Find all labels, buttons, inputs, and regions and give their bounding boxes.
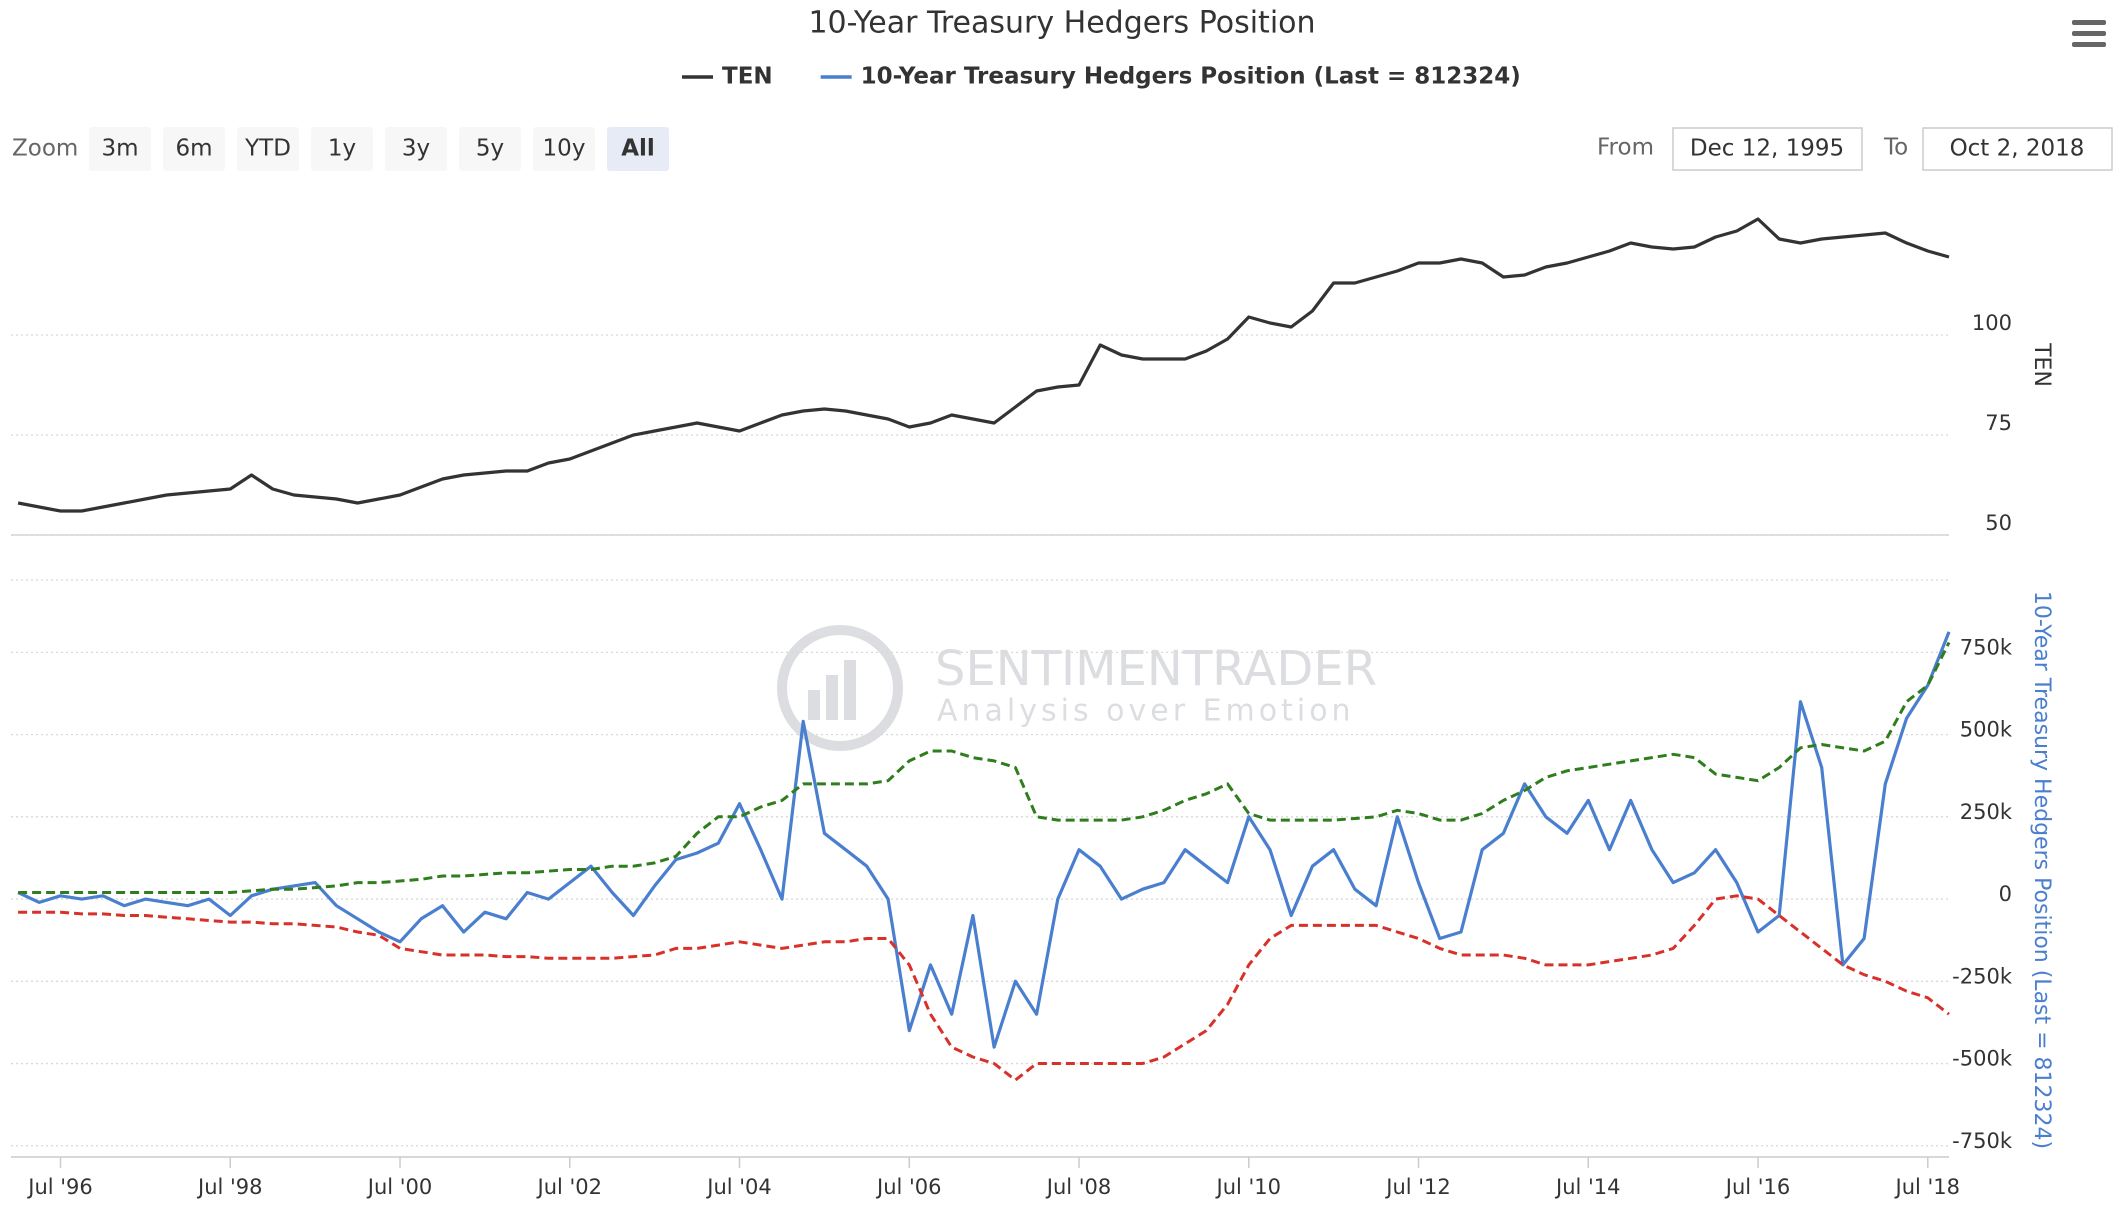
x-tick-label: Jul '08 — [1045, 1175, 1112, 1199]
legend-label: TEN — [722, 64, 773, 90]
menu-icon[interactable] — [2072, 42, 2106, 47]
zoom-button[interactable] — [385, 127, 447, 171]
x-tick-label: Jul '04 — [705, 1175, 772, 1199]
series-line — [18, 641, 1951, 894]
zoom-button[interactable] — [311, 127, 373, 171]
from-input[interactable] — [1672, 127, 1863, 171]
x-tick-label: Jul '02 — [536, 1175, 603, 1199]
x-tick-label: Jul '16 — [1724, 1175, 1791, 1199]
zoom-button-label[interactable]: 3m — [101, 136, 138, 162]
x-tick-label: Jul '12 — [1384, 1175, 1451, 1199]
x-tick-label: Jul '00 — [366, 1175, 433, 1199]
watermark-logo — [777, 625, 903, 751]
zoom-label: Zoom — [12, 136, 78, 162]
legend-label: 10-Year Treasury Hedgers Position (Last … — [861, 64, 1521, 90]
series-line — [17, 631, 1951, 1049]
x-tick-label: Jul '06 — [875, 1175, 942, 1199]
to-label: To — [1883, 135, 1908, 161]
y-tick-label: 500k — [1960, 718, 2013, 742]
x-tick-label: Jul '18 — [1894, 1175, 1961, 1199]
y-tick-label: -250k — [1952, 964, 2013, 988]
chart-title: 10-Year Treasury Hedgers Position — [808, 6, 1315, 41]
y2-axis-title: 10-Year Treasury Hedgers Position (Last … — [2029, 591, 2054, 1149]
watermark-logo — [844, 660, 856, 720]
zoom-button-label[interactable]: All — [621, 136, 655, 162]
zoom-button[interactable] — [533, 127, 595, 171]
y-axis-title: TEN — [2029, 342, 2054, 387]
from-label: From — [1597, 135, 1654, 161]
x-tick-label: Jul '98 — [196, 1175, 263, 1199]
y-tick-label: 0 — [1999, 882, 2012, 906]
to-value[interactable]: Oct 2, 2018 — [1950, 136, 2085, 162]
watermark-logo — [826, 675, 838, 720]
y-tick-label: -750k — [1952, 1129, 2013, 1153]
series-line — [18, 894, 1950, 1082]
watermark-logo — [808, 690, 820, 720]
y-tick-label: 750k — [1960, 635, 2013, 659]
zoom-button-label[interactable]: YTD — [244, 136, 291, 162]
from-value[interactable]: Dec 12, 1995 — [1690, 136, 1844, 162]
zoom-button[interactable] — [163, 127, 225, 171]
watermark: SENTIMENTRADER Analysis over Emotion — [777, 625, 1377, 751]
zoom-button[interactable] — [89, 127, 151, 171]
y-tick-label: 100 — [1972, 311, 2012, 335]
zoom-button-label[interactable]: 5y — [476, 136, 504, 162]
menu-icon[interactable] — [2072, 31, 2106, 36]
zoom-button-label[interactable]: 10y — [543, 136, 586, 162]
zoom-button[interactable] — [459, 127, 521, 171]
watermark-text: SENTIMENTRADER — [935, 641, 1377, 697]
y-tick-label: 50 — [1985, 511, 2012, 535]
series-line — [17, 217, 1950, 513]
zoom-button-label[interactable]: 3y — [402, 136, 430, 162]
menu-icon[interactable] — [2072, 20, 2106, 25]
to-input[interactable] — [1922, 127, 2113, 171]
zoom-button[interactable] — [237, 127, 299, 171]
zoom-button-label[interactable]: 6m — [175, 136, 212, 162]
watermark-tagline: Analysis over Emotion — [937, 694, 1355, 729]
x-tick-label: Jul '10 — [1215, 1175, 1282, 1199]
y-tick-label: 250k — [1960, 800, 2013, 824]
x-tick-label: Jul '14 — [1554, 1175, 1621, 1199]
y-tick-label: 75 — [1985, 411, 2012, 435]
zoom-button-label[interactable]: 1y — [328, 136, 356, 162]
x-tick-label: Jul '96 — [26, 1175, 93, 1199]
y-tick-label: -500k — [1952, 1047, 2013, 1071]
zoom-button[interactable] — [607, 127, 669, 171]
menu-button[interactable] — [2072, 20, 2106, 47]
